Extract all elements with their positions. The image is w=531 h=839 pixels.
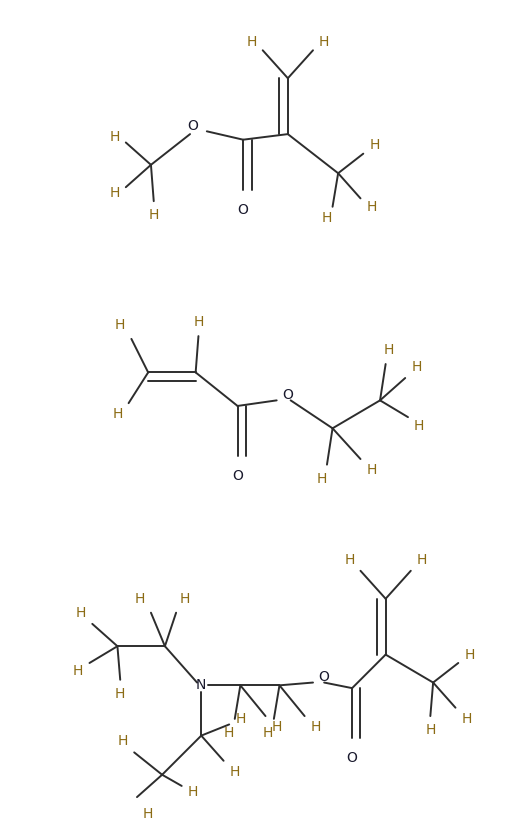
Text: H: H (149, 208, 159, 222)
Text: H: H (112, 407, 123, 421)
Text: H: H (187, 784, 198, 799)
Text: H: H (179, 591, 190, 606)
Text: H: H (425, 723, 435, 737)
Text: H: H (109, 130, 120, 144)
Text: H: H (414, 419, 424, 433)
Text: H: H (316, 472, 327, 486)
Text: H: H (229, 765, 240, 779)
Text: H: H (246, 35, 256, 49)
Text: O: O (282, 388, 293, 402)
Text: H: H (115, 318, 125, 332)
Text: H: H (461, 711, 472, 726)
Text: H: H (224, 726, 234, 740)
Text: O: O (319, 670, 330, 684)
Text: H: H (73, 664, 83, 679)
Text: H: H (109, 185, 120, 200)
Text: H: H (322, 211, 332, 225)
Text: H: H (271, 720, 282, 734)
Text: H: H (263, 726, 273, 740)
Text: H: H (369, 138, 380, 153)
Text: H: H (344, 553, 355, 566)
Text: H: H (411, 360, 422, 374)
Text: H: H (366, 463, 377, 477)
Text: H: H (118, 734, 128, 748)
Text: O: O (238, 202, 249, 216)
Text: H: H (76, 606, 87, 620)
Text: O: O (187, 119, 198, 133)
Text: O: O (232, 469, 243, 482)
Text: H: H (417, 553, 427, 566)
Text: H: H (383, 343, 393, 357)
Text: H: H (115, 686, 125, 701)
Text: O: O (347, 751, 357, 765)
Text: H: H (464, 648, 475, 662)
Text: H: H (134, 591, 145, 606)
Text: H: H (366, 200, 377, 214)
Text: H: H (193, 315, 203, 329)
Text: H: H (235, 711, 245, 726)
Text: H: H (319, 35, 329, 49)
Text: H: H (311, 720, 321, 734)
Text: H: H (143, 807, 153, 821)
Text: N: N (196, 679, 207, 692)
